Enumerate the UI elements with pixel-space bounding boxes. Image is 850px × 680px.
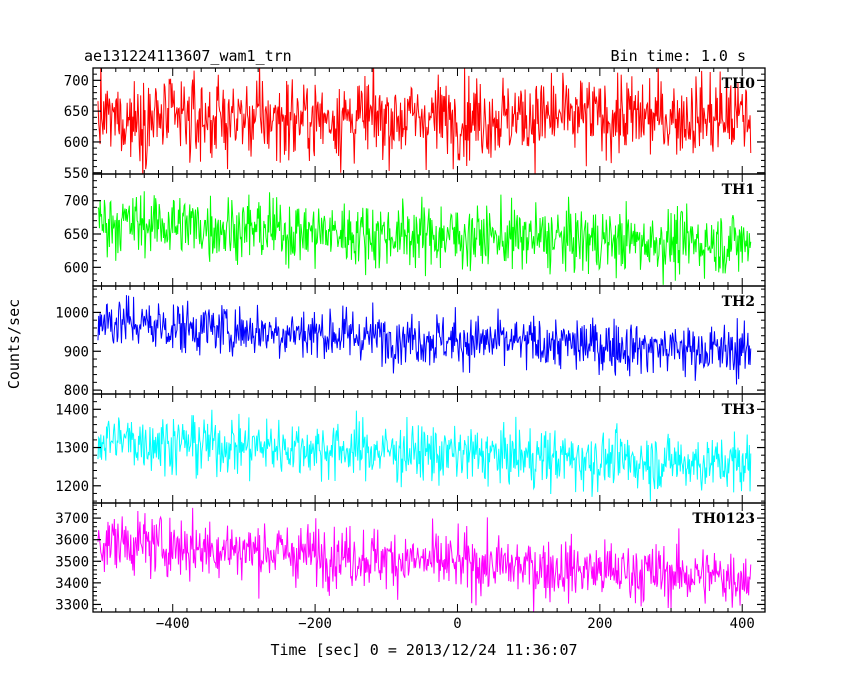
y-tick-label: 3300 <box>55 597 89 613</box>
panel-th3: 1200 1300 1400 TH3 <box>55 393 766 504</box>
y-tick-label: 800 <box>64 383 89 399</box>
panel-th0: 550 600 650 700 TH0 <box>64 67 766 182</box>
x-tick-label: 200 <box>587 616 612 632</box>
y-tick-label: 1200 <box>55 479 89 495</box>
x-axis-label: Time [sec] 0 = 2013/12/24 11:36:07 <box>270 641 577 659</box>
series-line-th0123 <box>97 507 752 612</box>
y-tick-label: 550 <box>64 166 89 182</box>
y-tick-label: 600 <box>64 260 89 276</box>
panel-label-th0: TH0 <box>722 76 756 92</box>
panel-th2: 800 900 1000 TH2 <box>55 285 766 399</box>
series-line-th0 <box>97 68 752 174</box>
chart-title: ae131224113607_wam1_trn <box>84 47 292 65</box>
y-tick-label: 900 <box>64 344 89 360</box>
x-axis: −400 −200 0 200 400 <box>156 616 755 632</box>
panel-label-th2: TH2 <box>722 294 755 310</box>
panel-label-th0123: TH0123 <box>692 511 755 527</box>
y-tick-label: 1400 <box>55 402 89 418</box>
y-tick-label: 1300 <box>55 441 89 457</box>
y-axis-label: Counts/sec <box>5 299 23 389</box>
series-line-th3 <box>97 409 752 502</box>
y-tick-label: 3500 <box>55 554 89 570</box>
panels-group: 550 600 650 700 TH0 600 650 700 TH1 800 900 1000 TH2… <box>55 67 766 613</box>
panel-th0123: 3300 3400 3500 3600 3700 TH0123 <box>55 502 766 613</box>
y-tick-label: 1000 <box>55 305 89 321</box>
y-tick-label: 3600 <box>55 533 89 549</box>
panel-label-th3: TH3 <box>722 402 755 418</box>
y-tick-label: 650 <box>64 227 89 243</box>
y-tick-label: 700 <box>64 73 89 89</box>
series-line-th1 <box>97 191 752 285</box>
x-tick-label: 0 <box>453 616 461 632</box>
panel-th1: 600 650 700 TH1 <box>64 173 766 287</box>
y-tick-label: 3700 <box>55 511 89 527</box>
y-tick-label: 3400 <box>55 576 89 592</box>
bin-time-label: Bin time: 1.0 s <box>611 47 746 65</box>
y-tick-label: 650 <box>64 104 89 120</box>
x-tick-label: 400 <box>730 616 755 632</box>
x-tick-label: −400 <box>156 616 190 632</box>
panel-label-th1: TH1 <box>722 182 755 198</box>
x-tick-label: −200 <box>298 616 332 632</box>
y-tick-label: 700 <box>64 194 89 210</box>
y-tick-label: 600 <box>64 135 89 151</box>
series-line-th2 <box>97 295 752 385</box>
